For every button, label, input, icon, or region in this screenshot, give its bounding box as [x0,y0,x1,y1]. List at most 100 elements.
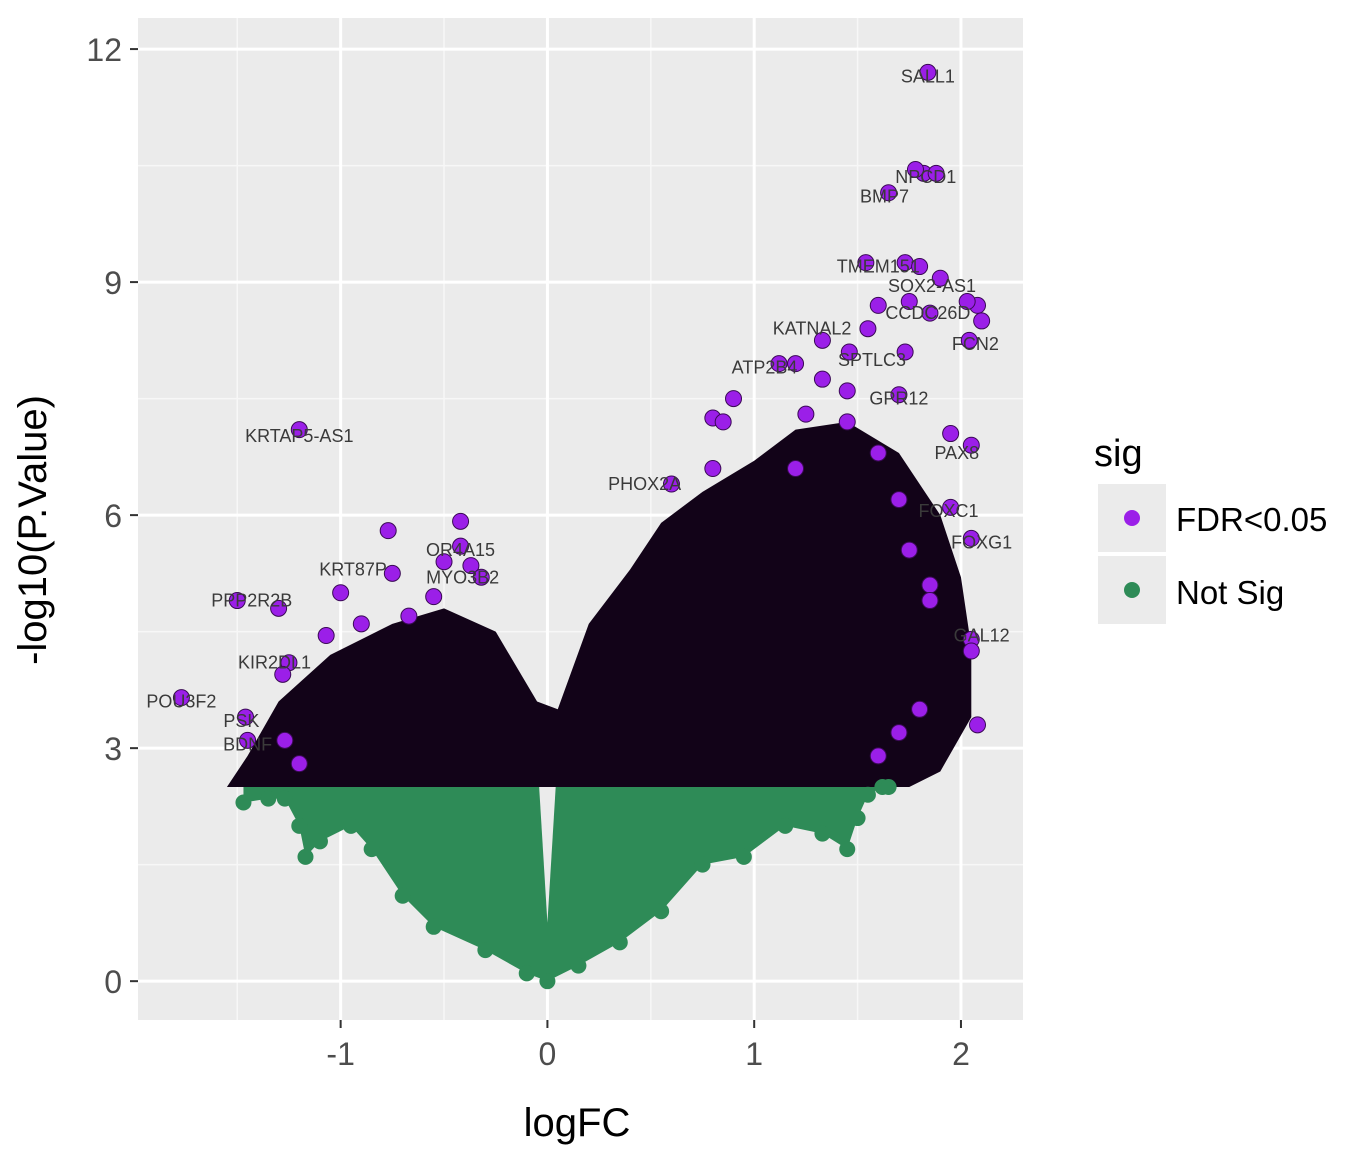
gene-label: POU3F2 [146,692,216,712]
sig-point [352,615,370,633]
gene-label: OR4A15 [426,540,495,560]
gene-label: SALL1 [901,66,955,86]
sig-point [921,592,939,610]
gene-label: NPCD1 [895,167,956,187]
sig-point [472,568,490,586]
legend-swatch-sig [1124,510,1140,526]
sig-point [290,755,308,773]
center-gap [539,786,556,923]
gene-label: TMEM151 [837,257,920,277]
x-tick-label: 1 [745,1036,763,1072]
y-axis: 0 3 6 9 12 [86,32,138,1000]
legend: sig FDR<0.05 Not Sig [1094,433,1327,624]
sig-point [869,444,887,462]
sig-point [274,665,292,683]
sig-point [869,296,887,314]
not-sig-point [859,786,876,803]
sig-point [379,522,397,540]
sig-point [452,537,470,555]
not-sig-point [276,790,293,807]
sig-point [962,642,980,660]
not-sig-point [394,887,411,904]
gene-label: PHOX2A [608,474,681,494]
gene-label: SOX2-AS1 [888,276,976,296]
y-axis-title: -log10(P.Value) [11,395,55,665]
gene-label: FOXG1 [951,532,1012,552]
sig-point [973,312,991,330]
sig-cloud [226,421,972,787]
sig-point [911,258,929,276]
sig-point [383,564,401,582]
sig-point [890,386,908,404]
gene-label: GAL12 [954,626,1010,646]
not-sig-point [611,934,628,951]
sig-point [962,529,980,547]
sig-point [942,425,960,443]
sig-point [896,343,914,361]
gene-label: GPR12 [869,389,928,409]
sig-point [838,413,856,431]
x-tick-label: 0 [539,1036,557,1072]
gene-label: KIR2DL1 [238,653,311,673]
not-sig-point [849,810,866,827]
not-sig-point [363,841,380,858]
not-sig-point [694,856,711,873]
gene-label: FOXC1 [919,501,979,521]
sig-point [911,700,929,718]
not-sig-point [425,918,442,935]
sig-point [880,184,898,202]
not-sig-point [539,973,556,990]
sig-point [172,689,190,707]
sig-point [890,491,908,509]
not-sig-point [260,790,277,807]
not-sig-point [291,817,308,834]
sig-point [869,747,887,765]
data-points [172,63,991,990]
sig-point [787,460,805,478]
sig-point [931,269,949,287]
not-sig-cloud [243,786,889,982]
sig-point [714,413,732,431]
sig-point [969,716,987,734]
sig-point [270,599,288,617]
sig-point [890,724,908,742]
sig-point [239,731,257,749]
sig-point [900,541,918,559]
not-sig-point [518,965,535,982]
gene-label: PPP2R2B [211,591,292,611]
sig-point [797,405,815,423]
not-sig-point [777,817,794,834]
gene-label: PAX8 [934,443,979,463]
sig-point [770,355,788,373]
sig-point [787,355,805,373]
sig-point [290,421,308,439]
not-sig-point [342,817,359,834]
not-sig-point [570,957,587,974]
sig-point [927,164,945,182]
x-axis: -1 0 1 2 [326,1020,970,1072]
sig-point [725,390,743,408]
sig-point [921,576,939,594]
not-sig-area [243,786,889,982]
x-axis-title: logFC [524,1101,631,1145]
not-sig-point [653,903,670,920]
not-sig-point [880,778,897,795]
sig-point [462,557,480,575]
sig-point [332,584,350,602]
sig-point [704,460,722,478]
not-sig-point [735,848,752,865]
sig-point [813,331,831,349]
gene-label: PSK [223,711,259,731]
legend-title: sig [1094,433,1143,475]
sig-point [662,475,680,493]
gene-label: BMP7 [860,187,909,207]
gene-label: CCDC26D [885,303,970,323]
not-sig-point [311,833,328,850]
not-sig-point [814,825,831,842]
legend-label-notsig: Not Sig [1176,574,1284,611]
sig-point [900,293,918,311]
sig-point [813,370,831,388]
sig-point [400,607,418,625]
y-tick-label: 9 [104,265,122,301]
